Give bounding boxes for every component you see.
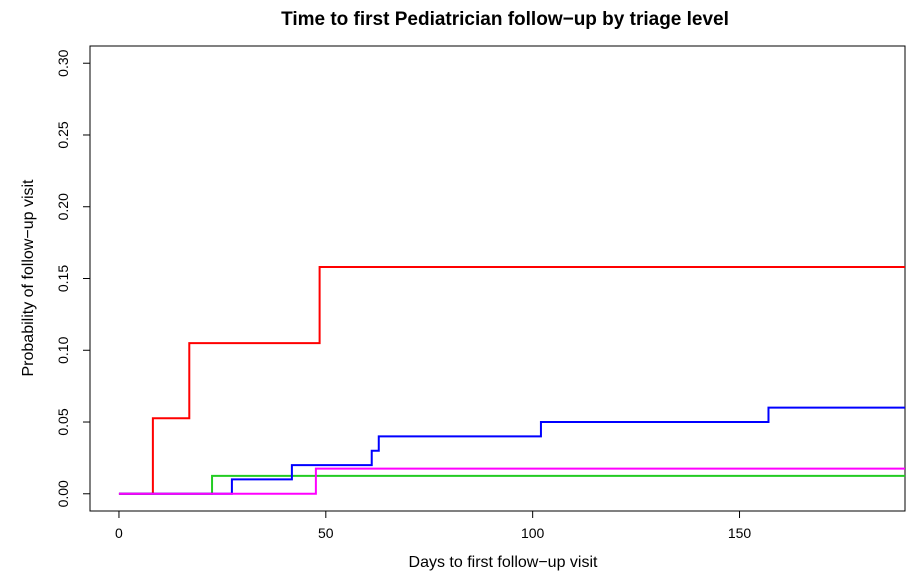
y-tick-label: 0.05 <box>55 408 71 435</box>
step-line <box>118 406 905 495</box>
x-tick-label: 100 <box>521 525 545 541</box>
y-tick-label: 0.20 <box>55 193 71 220</box>
y-tick-label: 0.25 <box>55 121 71 148</box>
x-tick-label: 50 <box>318 525 334 541</box>
y-tick-label: 0.00 <box>55 480 71 507</box>
x-axis-label: Days to first follow−up visit <box>409 554 599 571</box>
x-tick-label: 0 <box>115 525 123 541</box>
y-tick-label: 0.30 <box>55 49 71 76</box>
chart-title: Time to first Pediatrician follow−up by … <box>281 9 729 30</box>
y-tick-label: 0.15 <box>55 265 71 292</box>
step-line <box>118 467 905 495</box>
step-line <box>118 266 905 495</box>
y-axis-label: Probability of follow−up visit <box>20 179 37 377</box>
y-tick-label: 0.10 <box>55 336 71 363</box>
plot-frame <box>89 45 906 512</box>
x-tick-label: 150 <box>728 525 752 541</box>
